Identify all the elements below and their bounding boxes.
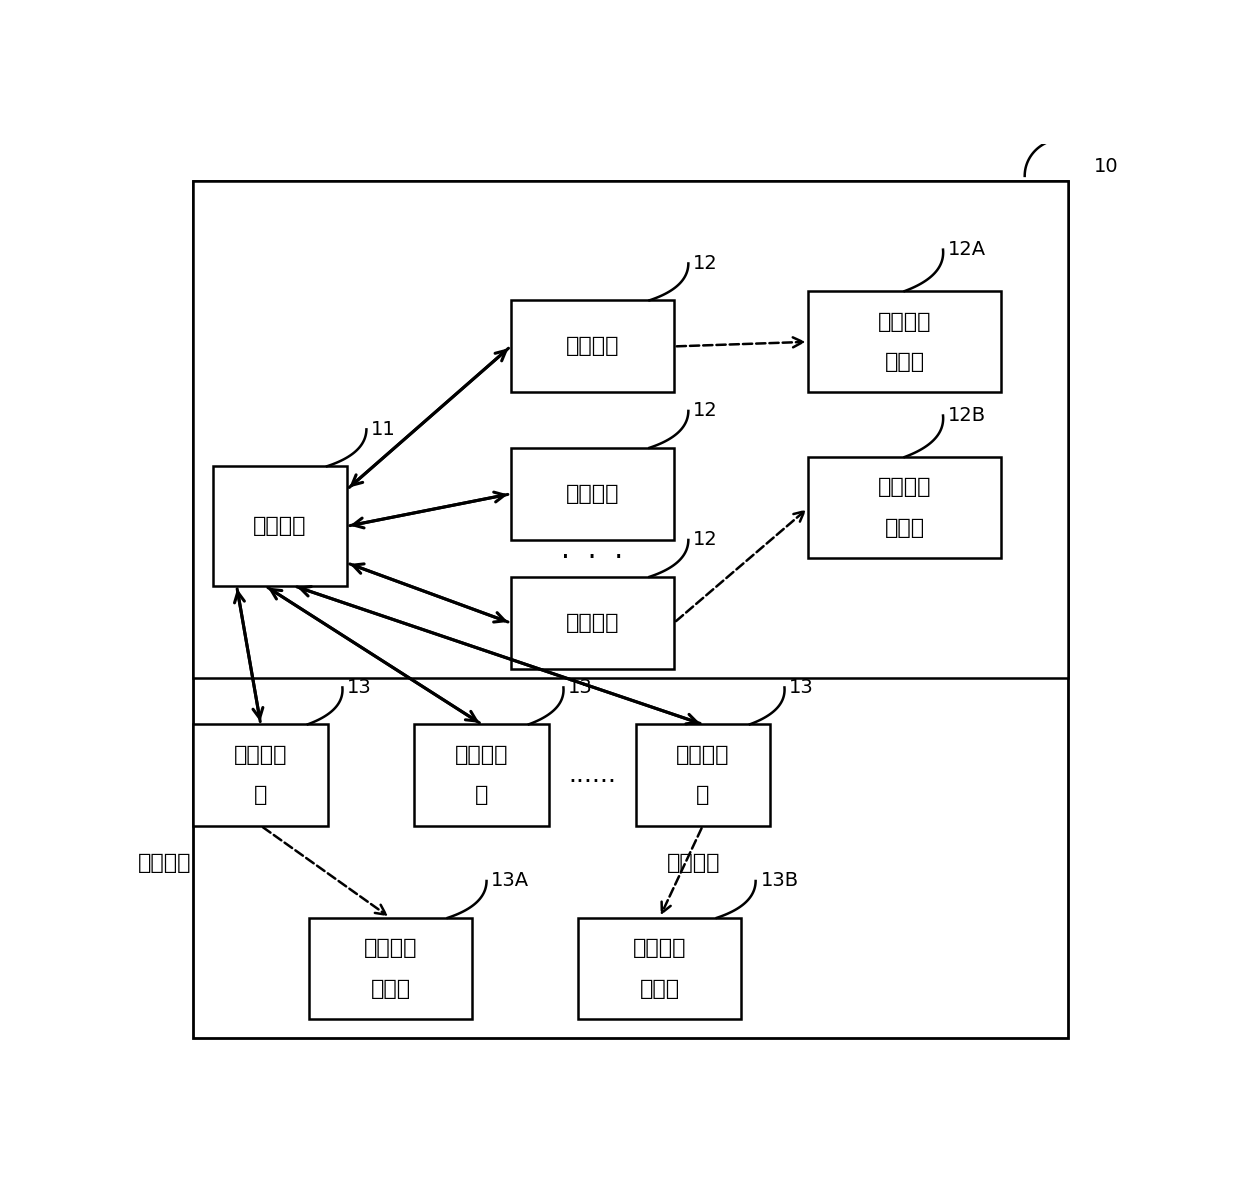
Bar <box>511 448 675 540</box>
Text: 控制单元: 控制单元 <box>253 516 306 536</box>
Text: 13A: 13A <box>491 871 529 891</box>
Text: 装电池换: 装电池换 <box>878 311 931 332</box>
Text: 13B: 13B <box>760 871 799 891</box>
Text: 12: 12 <box>693 254 718 273</box>
Text: 电池放置: 电池放置 <box>676 745 729 765</box>
Bar <box>511 577 675 669</box>
Bar <box>511 300 675 393</box>
Text: 换电设备: 换电设备 <box>565 484 619 504</box>
Text: 架: 架 <box>696 785 709 806</box>
Text: 第一电池: 第一电池 <box>363 938 417 959</box>
Text: 换电设备: 换电设备 <box>565 613 619 633</box>
Text: 第一条件: 第一条件 <box>138 852 191 873</box>
Text: 放置架: 放置架 <box>371 979 410 998</box>
Text: 电池放置: 电池放置 <box>455 745 508 765</box>
Bar <box>635 724 770 826</box>
Text: 放置架: 放置架 <box>640 979 680 998</box>
Text: 13: 13 <box>789 678 813 697</box>
Bar <box>414 724 549 826</box>
Text: 13: 13 <box>347 678 372 697</box>
Text: 11: 11 <box>371 420 396 439</box>
Text: 架: 架 <box>475 785 489 806</box>
Text: 12: 12 <box>693 401 718 420</box>
Text: 10: 10 <box>1094 157 1118 176</box>
Bar <box>808 291 1001 393</box>
Text: ·  ·  ·: · · · <box>562 545 624 572</box>
Text: 第二电池: 第二电池 <box>632 938 686 959</box>
Text: 架: 架 <box>254 785 268 806</box>
Text: 电池放置: 电池放置 <box>234 745 288 765</box>
Text: 电设备: 电设备 <box>884 518 925 537</box>
Bar <box>578 918 742 1020</box>
Text: 卸电池换: 卸电池换 <box>878 478 931 498</box>
Bar <box>309 918 472 1020</box>
Text: ......: ...... <box>568 762 616 786</box>
Bar <box>213 467 347 587</box>
Text: 12: 12 <box>693 530 718 549</box>
Text: 电设备: 电设备 <box>884 352 925 372</box>
Text: 换电设备: 换电设备 <box>565 336 619 357</box>
Text: 12A: 12A <box>947 241 986 259</box>
Bar <box>193 181 1068 679</box>
Bar <box>808 457 1001 558</box>
Bar <box>193 724 327 826</box>
Text: 12B: 12B <box>947 406 986 425</box>
Text: 第二条件: 第二条件 <box>666 852 720 873</box>
Text: 13: 13 <box>568 678 593 697</box>
